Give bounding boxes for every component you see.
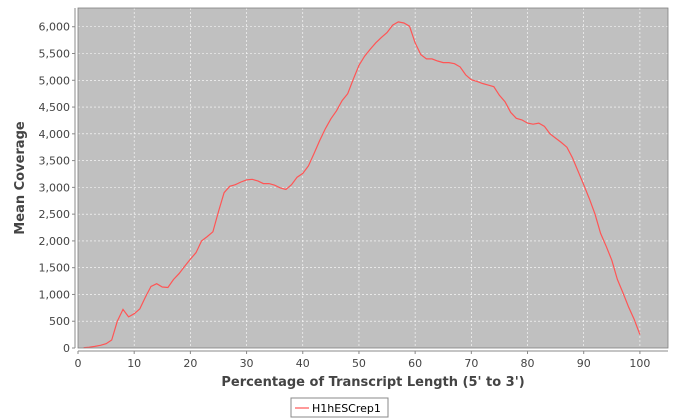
axes bbox=[74, 8, 668, 352]
y-axis-ticks: 0 500 1,000 1,500 2,000 2,500 3,000 3,500 4,000 4… bbox=[39, 21, 75, 355]
x-tick-label: 50 bbox=[352, 357, 366, 370]
y-axis-label: Mean Coverage bbox=[13, 121, 28, 235]
legend-label: H1hESCrep1 bbox=[312, 402, 381, 415]
y-tick-label: 500 bbox=[49, 315, 70, 328]
plot-frame bbox=[77, 7, 669, 349]
y-tick-label: 5,500 bbox=[39, 48, 71, 61]
x-tick-label: 0 bbox=[75, 357, 82, 370]
legend: H1hESCrep1 bbox=[290, 397, 389, 418]
y-tick-label: 6,000 bbox=[39, 21, 71, 34]
y-tick-label: 1,500 bbox=[39, 262, 71, 275]
x-tick-label: 10 bbox=[127, 357, 141, 370]
x-tick-label: 80 bbox=[521, 357, 535, 370]
legend-box bbox=[290, 397, 389, 418]
plot-area bbox=[78, 8, 668, 348]
x-tick-label: 90 bbox=[577, 357, 591, 370]
y-tick-label: 1,000 bbox=[39, 288, 71, 301]
x-axis-label: Percentage of Transcript Length (5' to 3… bbox=[221, 375, 524, 390]
x-tick-label: 60 bbox=[408, 357, 422, 370]
y-tick-label: 4,000 bbox=[39, 128, 71, 141]
y-tick-label: 4,500 bbox=[39, 101, 71, 114]
x-axis-ticks: 0 10 20 30 40 50 60 70 80 90 100 bbox=[75, 351, 650, 370]
x-tick-label: 20 bbox=[183, 357, 197, 370]
y-tick-label: 2,000 bbox=[39, 235, 71, 248]
y-tick-label: 0 bbox=[63, 342, 70, 355]
x-tick-label: 40 bbox=[296, 357, 310, 370]
y-tick-label: 2,500 bbox=[39, 208, 71, 221]
grid-lines bbox=[78, 8, 668, 348]
x-tick-label: 100 bbox=[629, 357, 650, 370]
x-tick-label: 70 bbox=[464, 357, 478, 370]
y-tick-label: 3,500 bbox=[39, 155, 71, 168]
x-tick-label: 30 bbox=[240, 357, 254, 370]
series-line-h1hescrep1 bbox=[83, 21, 641, 349]
y-tick-label: 5,000 bbox=[39, 74, 71, 87]
y-tick-label: 3,000 bbox=[39, 181, 71, 194]
